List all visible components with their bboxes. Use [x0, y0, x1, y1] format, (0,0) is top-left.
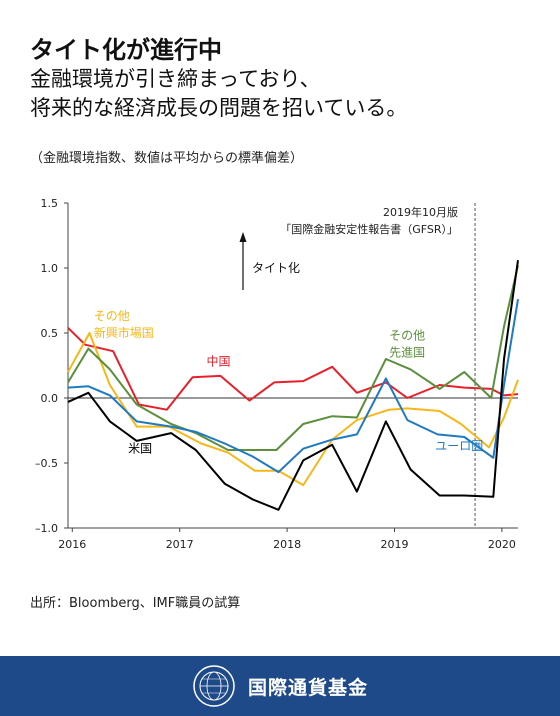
x-tick-label: 2017: [166, 538, 194, 551]
series-label: 先進国: [389, 346, 425, 360]
source-note: 出所：Bloomberg、IMF職員の試算: [30, 596, 241, 611]
x-tick-label: 2020: [488, 538, 516, 551]
x-tick-label: 2016: [58, 538, 86, 551]
series-label: その他: [389, 329, 425, 343]
tightening-arrow-icon: [239, 232, 247, 242]
x-tick-label: 2018: [273, 538, 301, 551]
series-label: ユーロ圏: [435, 439, 483, 453]
org-name: 国際通貨基金: [247, 676, 368, 699]
unit-note: （金融環境指数、数値は平均からの標準偏差）: [30, 151, 304, 166]
report-edition-label: 2019年10月版: [383, 205, 458, 219]
y-tick-label: 0.5: [41, 327, 59, 340]
chart-subtitle-line2: 将来的な経済成長の問題を招いている。: [30, 96, 408, 120]
series-line-1: [67, 327, 519, 411]
x-tick-label: 2019: [380, 538, 408, 551]
footer-banner: 国際通貨基金: [0, 656, 560, 716]
series-line-2: [67, 332, 519, 487]
series-label: 新興市場国: [94, 325, 154, 340]
y-tick-label: –1.0: [35, 522, 58, 535]
series-label: その他: [94, 309, 130, 323]
series-line-4: [67, 299, 519, 474]
report-name-label: 「国際金融安定性報告書（GFSR）」: [280, 222, 458, 236]
series-label: 中国: [207, 354, 231, 369]
series-line-3: [67, 265, 519, 451]
y-tick-label: –0.5: [35, 457, 58, 470]
tightening-label: タイト化: [252, 261, 300, 275]
y-tick-label: 1.0: [41, 262, 59, 275]
y-tick-label: 0.0: [41, 392, 59, 405]
imf-seal-icon: [193, 665, 235, 707]
series-line-5: [67, 260, 519, 511]
chart-subtitle-line1: 金融環境が引き締まっており、: [30, 67, 321, 91]
y-tick-label: 1.5: [41, 197, 59, 210]
series-label: 米国: [128, 442, 152, 456]
chart-title: タイト化が進行中: [30, 36, 222, 64]
